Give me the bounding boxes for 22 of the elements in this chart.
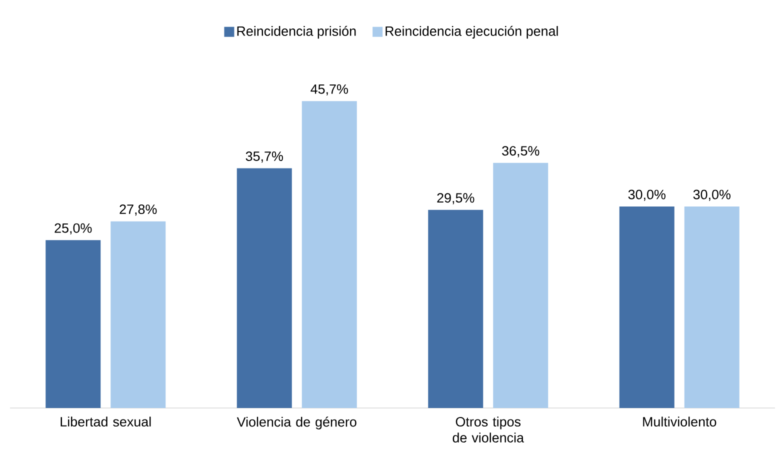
- legend-label: Reincidencia ejecución penal: [386, 26, 558, 39]
- data-label: 36,5%: [502, 146, 540, 158]
- data-label: 35,7%: [246, 151, 283, 163]
- x-tick-label: Violencia de género: [236, 416, 356, 430]
- bar: [46, 240, 101, 408]
- bar: [684, 206, 740, 408]
- x-tick-label: Multiviolento: [643, 416, 716, 427]
- data-label: 29,5%: [437, 193, 474, 204]
- data-label: 30,0%: [628, 190, 666, 201]
- x-tick-label: Libertad sexual: [60, 416, 151, 427]
- data-label: 30,0%: [693, 190, 730, 201]
- bar: [236, 168, 292, 408]
- bar: [493, 162, 548, 408]
- bar: [619, 206, 674, 408]
- data-label: 25,0%: [54, 223, 92, 234]
- data-label: 27,8%: [120, 204, 157, 216]
- x-tick-label: Otros tipos de violencia: [452, 416, 524, 442]
- bar: [428, 210, 484, 408]
- data-label: 45,7%: [310, 84, 348, 96]
- legend-label: Reincidencia prisión: [237, 26, 356, 39]
- bar: [302, 101, 357, 408]
- bar: [110, 221, 166, 408]
